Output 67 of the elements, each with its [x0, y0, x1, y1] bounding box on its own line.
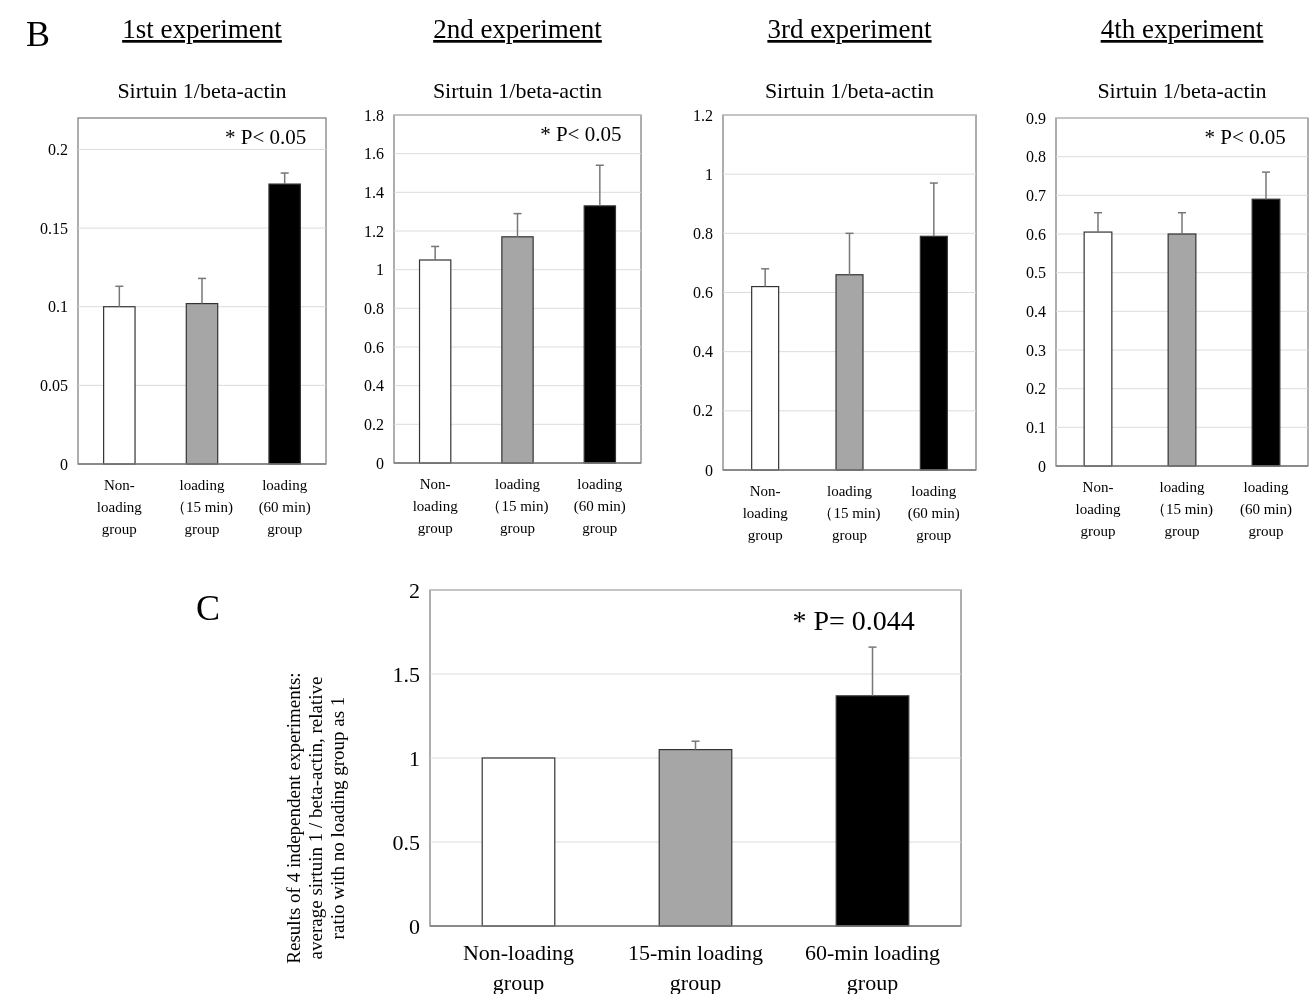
- x-tick-label: Non- loading group: [742, 483, 789, 543]
- x-tick-label: loading （15 min) group: [486, 476, 549, 536]
- y-tick-label: 1.8: [364, 106, 384, 124]
- x-tick-label: loading (60 min) group: [258, 477, 311, 537]
- y-tick-label: 1: [409, 745, 420, 771]
- y-tick-label: 0.8: [693, 224, 713, 242]
- chart-title: 2nd experiment: [433, 14, 603, 44]
- y-tick-label: 0.4: [1026, 302, 1046, 320]
- x-tick-label: loading （15 min) group: [818, 483, 881, 543]
- x-tick-label: loading (60 min) group: [1239, 479, 1293, 539]
- x-tick-label: Non- loading group: [96, 477, 143, 537]
- y-tick-label: 1: [705, 165, 713, 183]
- y-tick-label: 0.8: [364, 299, 384, 317]
- y-tick-label: 0.4: [693, 343, 713, 361]
- y-tick-label: 0.3: [1026, 341, 1046, 359]
- y-tick-label: 0: [1038, 457, 1046, 475]
- x-tick-label: loading (60 min) group: [573, 476, 626, 536]
- chart-subtitle: Sirtuin 1/beta-actin: [117, 77, 287, 103]
- y-tick-label: 0.2: [48, 141, 68, 159]
- annotation: * P= 0.044: [792, 605, 915, 636]
- x-tick-label: Non- loading group: [1075, 479, 1121, 539]
- y-tick-label: 0.5: [1026, 264, 1046, 282]
- y-tick-label: 0.6: [693, 284, 713, 302]
- text: B: [25, 14, 51, 54]
- x-tick-label: 60-min loading group: [804, 940, 941, 994]
- y-tick-label: 0.05: [40, 376, 68, 394]
- chart-title: 4th experiment: [1100, 14, 1264, 44]
- y-tick-label: 0.7: [1026, 186, 1046, 204]
- annotation: * P< 0.05: [225, 125, 307, 149]
- y-tick-label: 0.2: [364, 415, 384, 433]
- y-tick-label: 0.8: [1026, 148, 1046, 166]
- y-tick-label: 0.6: [1026, 225, 1046, 243]
- y-tick-label: 0: [705, 461, 713, 479]
- annotation: * P< 0.05: [1204, 125, 1286, 149]
- y-tick-label: 1: [376, 261, 384, 279]
- y-tick-label: 1.2: [693, 106, 713, 124]
- y-tick-label: 0: [376, 454, 384, 472]
- chart-subtitle: Sirtuin 1/beta-actin: [432, 77, 603, 103]
- text: C: [195, 588, 221, 628]
- x-tick-label: loading （15 min) group: [170, 477, 234, 537]
- y-tick-label: 0.2: [1026, 380, 1046, 398]
- x-tick-label: loading (60 min) group: [907, 483, 960, 543]
- y-tick-label: 0.4: [364, 377, 384, 395]
- x-tick-label: 15-min loading group: [627, 940, 764, 994]
- y-tick-label: 0.1: [48, 298, 68, 316]
- y-tick-label: 0.9: [1026, 109, 1046, 127]
- y-tick-label: 0.2: [693, 402, 713, 420]
- y-tick-label: 1.6: [364, 145, 384, 163]
- chart-title: 1st experiment: [122, 14, 283, 44]
- y-tick-label: 2: [409, 577, 420, 603]
- x-tick-label: loading （15 min) group: [1150, 479, 1214, 539]
- y-tick-label: 0.1: [1026, 418, 1046, 436]
- x-tick-label: Non-loading group: [462, 940, 575, 994]
- y-tick-label: 1.5: [392, 661, 420, 687]
- chart-title: 3rd experiment: [767, 14, 933, 44]
- x-tick-label: Non- loading group: [412, 476, 459, 536]
- y-tick-label: 0.5: [392, 829, 420, 855]
- chart-subtitle: Sirtuin 1/beta-actin: [1097, 77, 1267, 103]
- y-tick-label: 0: [60, 455, 68, 473]
- y-axis-title: Results of 4 independent experiments: average sirtuin 1 / beta-actin, relative ratio with no loading group as 1: [283, 672, 348, 964]
- y-tick-label: 0: [409, 913, 420, 939]
- chart-subtitle: Sirtuin 1/beta-actin: [764, 77, 935, 103]
- y-tick-label: 0.6: [364, 338, 384, 356]
- y-tick-label: 1.4: [364, 183, 384, 201]
- y-tick-label: 1.2: [364, 222, 384, 240]
- y-tick-label: 0.15: [40, 219, 68, 237]
- annotation: * P< 0.05: [540, 122, 622, 146]
